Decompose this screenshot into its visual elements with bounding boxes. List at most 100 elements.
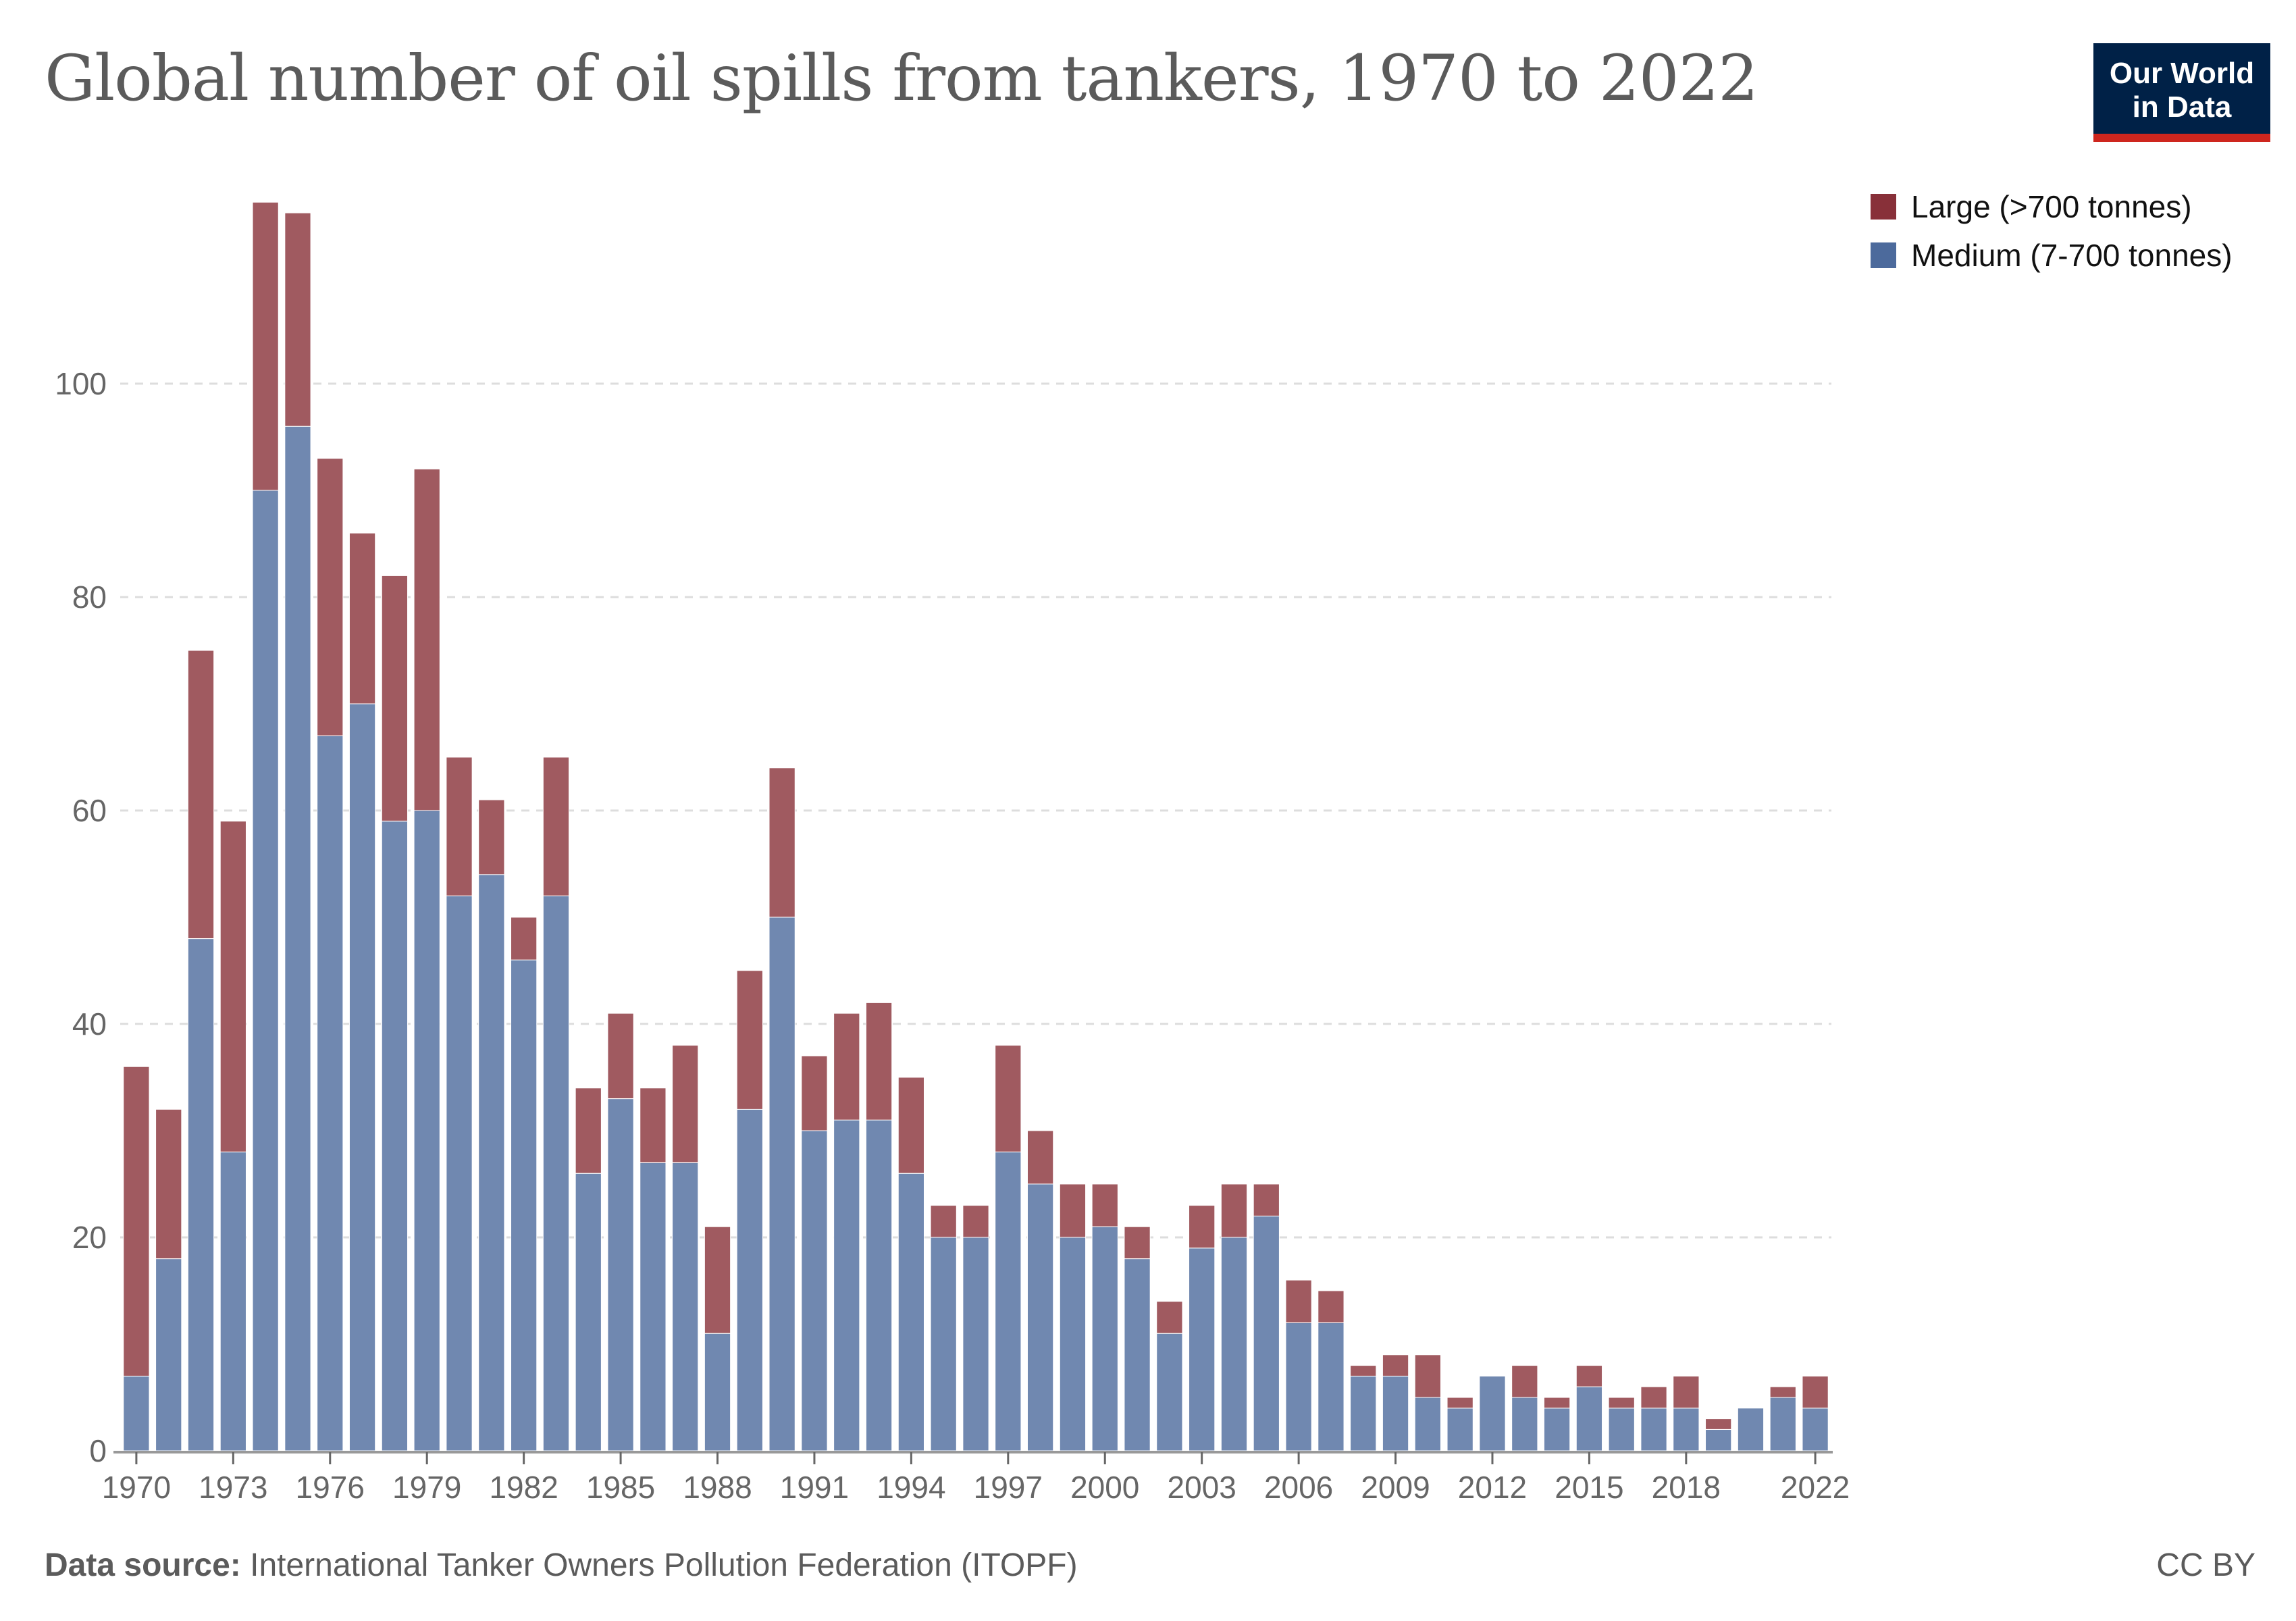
- bar-large-2011[interactable]: [1446, 1397, 1473, 1409]
- bar-medium-1995[interactable]: [930, 1237, 957, 1451]
- bar-medium-2007[interactable]: [1317, 1322, 1345, 1451]
- bar-medium-1988[interactable]: [704, 1333, 731, 1451]
- bar-medium-2017[interactable]: [1640, 1408, 1667, 1451]
- bar-medium-2021[interactable]: [1769, 1397, 1796, 1451]
- bar-large-1995[interactable]: [930, 1205, 957, 1238]
- bar-large-1990[interactable]: [768, 767, 795, 918]
- bar-large-2005[interactable]: [1253, 1183, 1280, 1216]
- bar-large-2006[interactable]: [1285, 1279, 1312, 1323]
- bar-large-2001[interactable]: [1124, 1226, 1151, 1260]
- bar-large-1981[interactable]: [478, 799, 505, 875]
- bar-large-1972[interactable]: [187, 650, 215, 940]
- bar-medium-2013[interactable]: [1511, 1397, 1538, 1451]
- bar-large-2009[interactable]: [1382, 1354, 1409, 1376]
- bar-large-1980[interactable]: [446, 756, 473, 896]
- bar-medium-1990[interactable]: [768, 917, 795, 1451]
- bar-medium-1971[interactable]: [155, 1258, 182, 1451]
- bar-medium-1981[interactable]: [478, 874, 505, 1451]
- bar-large-2015[interactable]: [1575, 1365, 1603, 1387]
- bar-large-2003[interactable]: [1189, 1205, 1216, 1249]
- bar-large-2004[interactable]: [1220, 1183, 1248, 1238]
- bar-medium-2011[interactable]: [1446, 1408, 1473, 1451]
- bar-medium-2022[interactable]: [1802, 1408, 1829, 1451]
- bar-large-1994[interactable]: [897, 1077, 925, 1174]
- bar-large-1997[interactable]: [995, 1045, 1022, 1153]
- bar-medium-1994[interactable]: [897, 1173, 925, 1451]
- bar-medium-2000[interactable]: [1091, 1226, 1118, 1451]
- bar-large-1985[interactable]: [607, 1012, 634, 1100]
- bar-large-2017[interactable]: [1640, 1386, 1667, 1409]
- bar-large-1977[interactable]: [348, 532, 376, 704]
- bar-medium-2010[interactable]: [1414, 1397, 1441, 1451]
- bar-large-1993[interactable]: [865, 1002, 893, 1121]
- bar-large-2021[interactable]: [1769, 1386, 1796, 1398]
- bar-medium-2014[interactable]: [1543, 1408, 1571, 1451]
- bar-large-2007[interactable]: [1317, 1290, 1345, 1323]
- bar-medium-2015[interactable]: [1575, 1386, 1603, 1451]
- bar-large-1979[interactable]: [413, 468, 440, 811]
- bar-large-1970[interactable]: [123, 1066, 150, 1376]
- bar-large-1989[interactable]: [736, 970, 763, 1110]
- bar-medium-1980[interactable]: [446, 895, 473, 1451]
- bar-large-1984[interactable]: [575, 1087, 602, 1174]
- bar-large-2016[interactable]: [1608, 1397, 1635, 1409]
- bar-medium-1998[interactable]: [1026, 1183, 1054, 1451]
- legend-item-medium[interactable]: Medium (7-700 tonnes): [1871, 231, 2233, 280]
- bar-large-2008[interactable]: [1350, 1365, 1377, 1376]
- bar-medium-2001[interactable]: [1124, 1258, 1151, 1451]
- bar-large-1996[interactable]: [962, 1205, 989, 1238]
- bar-large-2013[interactable]: [1511, 1365, 1538, 1398]
- bar-medium-1977[interactable]: [348, 703, 376, 1451]
- bar-large-1986[interactable]: [640, 1087, 667, 1163]
- bar-medium-1972[interactable]: [187, 938, 215, 1451]
- bar-medium-1970[interactable]: [123, 1375, 150, 1451]
- bar-large-1978[interactable]: [381, 575, 409, 822]
- bar-medium-2019[interactable]: [1705, 1429, 1732, 1451]
- owid-logo[interactable]: Our World in Data: [2093, 43, 2270, 142]
- bar-large-1971[interactable]: [155, 1108, 182, 1260]
- bar-large-2014[interactable]: [1543, 1397, 1571, 1409]
- bar-large-1982[interactable]: [511, 917, 538, 960]
- bar-medium-2020[interactable]: [1737, 1408, 1765, 1451]
- bar-large-1998[interactable]: [1026, 1130, 1054, 1185]
- bar-large-1991[interactable]: [801, 1055, 828, 1131]
- bar-medium-2003[interactable]: [1189, 1247, 1216, 1451]
- bar-medium-1974[interactable]: [252, 490, 279, 1451]
- bar-large-2000[interactable]: [1091, 1183, 1118, 1227]
- bar-large-1976[interactable]: [317, 458, 344, 736]
- bar-medium-1997[interactable]: [995, 1152, 1022, 1451]
- bar-medium-2009[interactable]: [1382, 1375, 1409, 1451]
- bar-large-1992[interactable]: [833, 1012, 860, 1121]
- bar-medium-1985[interactable]: [607, 1098, 634, 1451]
- bar-medium-1993[interactable]: [865, 1119, 893, 1451]
- bar-medium-2004[interactable]: [1220, 1237, 1248, 1451]
- bar-large-1983[interactable]: [542, 756, 570, 896]
- bar-large-1999[interactable]: [1059, 1183, 1087, 1238]
- bar-medium-1976[interactable]: [317, 735, 344, 1451]
- bar-medium-2002[interactable]: [1156, 1333, 1183, 1451]
- bar-large-2002[interactable]: [1156, 1301, 1183, 1334]
- bar-medium-2012[interactable]: [1479, 1375, 1506, 1451]
- bar-medium-1978[interactable]: [381, 821, 409, 1451]
- bar-medium-1996[interactable]: [962, 1237, 989, 1451]
- bar-large-2019[interactable]: [1705, 1418, 1732, 1430]
- bar-medium-1979[interactable]: [413, 810, 440, 1451]
- bar-medium-2018[interactable]: [1673, 1408, 1700, 1451]
- bar-large-1973[interactable]: [219, 821, 246, 1153]
- bar-large-1975[interactable]: [284, 212, 311, 427]
- bar-medium-1983[interactable]: [542, 895, 570, 1451]
- bar-medium-1986[interactable]: [640, 1162, 667, 1451]
- bar-medium-2016[interactable]: [1608, 1408, 1635, 1451]
- bar-large-2022[interactable]: [1802, 1375, 1829, 1409]
- bar-medium-1999[interactable]: [1059, 1237, 1087, 1451]
- bar-medium-1982[interactable]: [511, 959, 538, 1451]
- bar-large-2018[interactable]: [1673, 1375, 1700, 1409]
- license[interactable]: CC BY: [2156, 1547, 2255, 1583]
- bar-medium-1992[interactable]: [833, 1119, 860, 1451]
- bar-medium-2008[interactable]: [1350, 1375, 1377, 1451]
- legend-item-large[interactable]: Large (>700 tonnes): [1871, 182, 2233, 231]
- bar-large-2010[interactable]: [1414, 1354, 1441, 1398]
- bar-large-1988[interactable]: [704, 1226, 731, 1334]
- bar-medium-1975[interactable]: [284, 426, 311, 1451]
- bar-large-1987[interactable]: [672, 1045, 699, 1163]
